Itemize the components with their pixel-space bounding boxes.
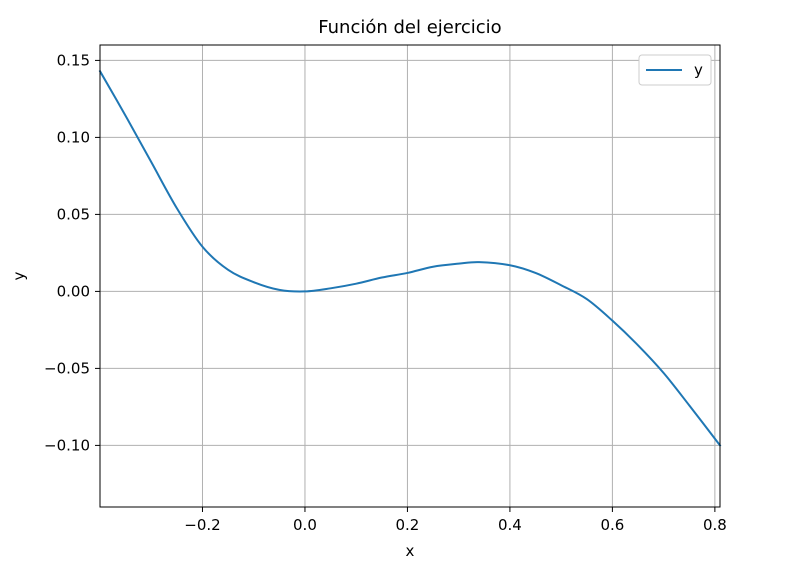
y-tick-label: 0.00 [57, 282, 90, 300]
x-tick-label: 0.8 [703, 516, 727, 534]
series-line-y [98, 69, 722, 447]
x-tick-label: 0.4 [498, 516, 522, 534]
legend-label-y: y [694, 61, 703, 79]
chart-title: Función del ejercicio [318, 17, 501, 38]
axis-ticks: −0.2 0.0 0.2 0.4 0.6 0.8 0.15 0.10 0.05 0.00 −0.05… [44, 51, 727, 534]
legend: y [638, 54, 712, 86]
y-tick-label: 0.10 [57, 128, 90, 146]
plot-background [100, 45, 720, 507]
y-axis-label: y [10, 271, 28, 280]
grid-lines [100, 45, 720, 507]
x-tick-label: 0.6 [600, 516, 624, 534]
y-tick-label: 0.15 [57, 51, 90, 69]
y-tick-label: −0.05 [44, 359, 90, 377]
x-tick-label: 0.0 [293, 516, 317, 534]
series-layer [98, 69, 722, 447]
y-tick-label: 0.05 [57, 205, 90, 223]
plot-frame [99, 44, 721, 508]
x-axis-label: x [406, 542, 415, 560]
x-tick-label: 0.2 [396, 516, 420, 534]
y-tick-label: −0.10 [44, 436, 90, 454]
x-tick-label: −0.2 [184, 516, 220, 534]
